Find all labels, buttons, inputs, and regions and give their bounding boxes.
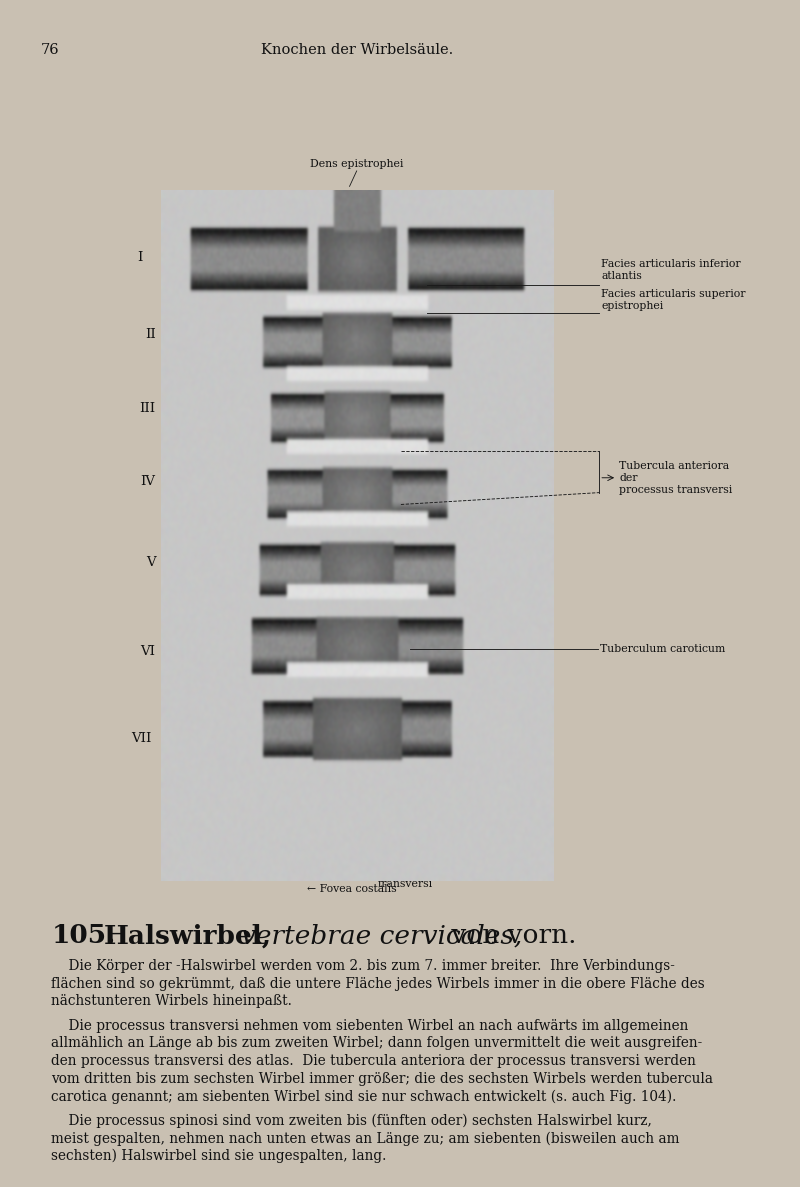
- Text: IV: IV: [141, 476, 155, 488]
- Text: V: V: [146, 557, 155, 569]
- Text: Facies articularis superior
epistrophei: Facies articularis superior epistrophei: [602, 288, 746, 311]
- Text: Tuberculum anterius processus
transversi: Tuberculum anterius processus transversi: [378, 867, 551, 889]
- Text: Knochen der Wirbelsäule.: Knochen der Wirbelsäule.: [261, 43, 453, 57]
- Text: von vorn.: von vorn.: [443, 923, 577, 948]
- Text: allmählich an Länge ab bis zum zweiten Wirbel; dann folgen unvermittelt die weit: allmählich an Länge ab bis zum zweiten W…: [51, 1036, 702, 1050]
- Text: Dens epistrophei: Dens epistrophei: [310, 159, 403, 169]
- Text: Tubercula anteriora
der
processus transversi: Tubercula anteriora der processus transv…: [619, 461, 733, 495]
- Text: sechsten) Halswirbel sind sie ungespalten, lang.: sechsten) Halswirbel sind sie ungespalte…: [51, 1149, 386, 1163]
- Text: VII: VII: [131, 732, 151, 744]
- Text: flächen sind so gekrümmt, daß die untere Fläche jedes Wirbels immer in die obere: flächen sind so gekrümmt, daß die untere…: [51, 977, 705, 991]
- Text: vertebrae cervicales,: vertebrae cervicales,: [241, 923, 522, 948]
- Text: II: II: [145, 329, 155, 341]
- Text: meist gespalten, nehmen nach unten etwas an Länge zu; am siebenten (bisweilen au: meist gespalten, nehmen nach unten etwas…: [51, 1131, 680, 1145]
- Text: I: I: [138, 252, 142, 264]
- Text: vom dritten bis zum sechsten Wirbel immer größer; die des sechsten Wirbels werde: vom dritten bis zum sechsten Wirbel imme…: [51, 1072, 714, 1086]
- Text: ← Fovea costalis: ← Fovea costalis: [306, 884, 396, 894]
- Text: Facies articularis inferior
atlantis: Facies articularis inferior atlantis: [602, 259, 741, 281]
- Text: Tuberculum caroticum: Tuberculum caroticum: [600, 645, 725, 654]
- Text: III: III: [139, 402, 155, 414]
- Text: 105.: 105.: [51, 923, 116, 948]
- Text: carotica genannt; am siebenten Wirbel sind sie nur schwach entwickelt (s. auch F: carotica genannt; am siebenten Wirbel si…: [51, 1090, 677, 1104]
- Text: VI: VI: [141, 646, 155, 658]
- Text: den processus transversi des atlas.  Die tubercula anteriora der processus trans: den processus transversi des atlas. Die …: [51, 1054, 696, 1068]
- Text: Die Körper der ­Halswirbel werden vom 2. bis zum 7. immer breiter.  Ihre Verbind: Die Körper der ­Halswirbel werden vom 2.…: [51, 959, 675, 973]
- Text: nächstunteren Wirbels hineinpaßt.: nächstunteren Wirbels hineinpaßt.: [51, 995, 292, 1008]
- Text: 76: 76: [41, 43, 59, 57]
- Text: Die processus spinosi sind vom zweiten bis (fünften oder) sechsten Halswirbel ku: Die processus spinosi sind vom zweiten b…: [51, 1113, 652, 1129]
- Text: Halswirbel,: Halswirbel,: [103, 923, 271, 948]
- Text: Die processus transversi nehmen vom siebenten Wirbel an nach aufwärts im allgeme: Die processus transversi nehmen vom sieb…: [51, 1018, 689, 1033]
